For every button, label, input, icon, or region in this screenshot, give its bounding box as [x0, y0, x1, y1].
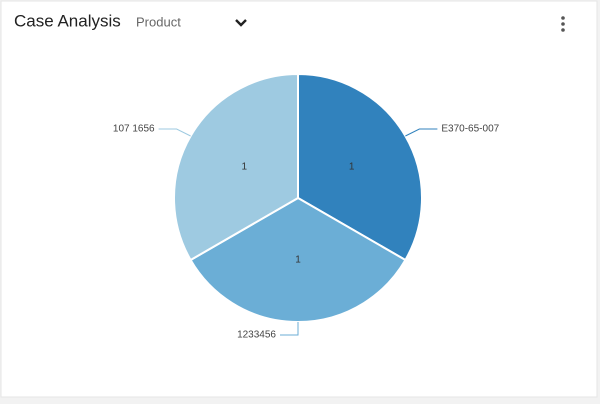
slice-category-label: 107 1656 [113, 124, 155, 135]
menu-button[interactable] [561, 16, 565, 32]
dropdown-label[interactable]: Product [136, 14, 181, 29]
pie-chart: 1 E370-65-007 1 1233456 1 107 1656 [113, 72, 500, 341]
slice-value-label: 1 [242, 162, 248, 173]
leader-line [405, 128, 438, 137]
leader-line [158, 128, 191, 137]
slice-value-label: 1 [295, 255, 301, 266]
slice-category-label: 1233456 [237, 330, 276, 341]
leader-line [280, 322, 299, 336]
slice-value-label: 1 [349, 162, 355, 173]
slice-category-label: E370-65-007 [441, 124, 499, 135]
widget-title: Case Analysis [14, 11, 121, 30]
pie-slice [173, 72, 299, 262]
dropdown-chevron[interactable] [235, 19, 247, 27]
pie-slice [189, 196, 407, 323]
pie-slice [297, 72, 423, 262]
